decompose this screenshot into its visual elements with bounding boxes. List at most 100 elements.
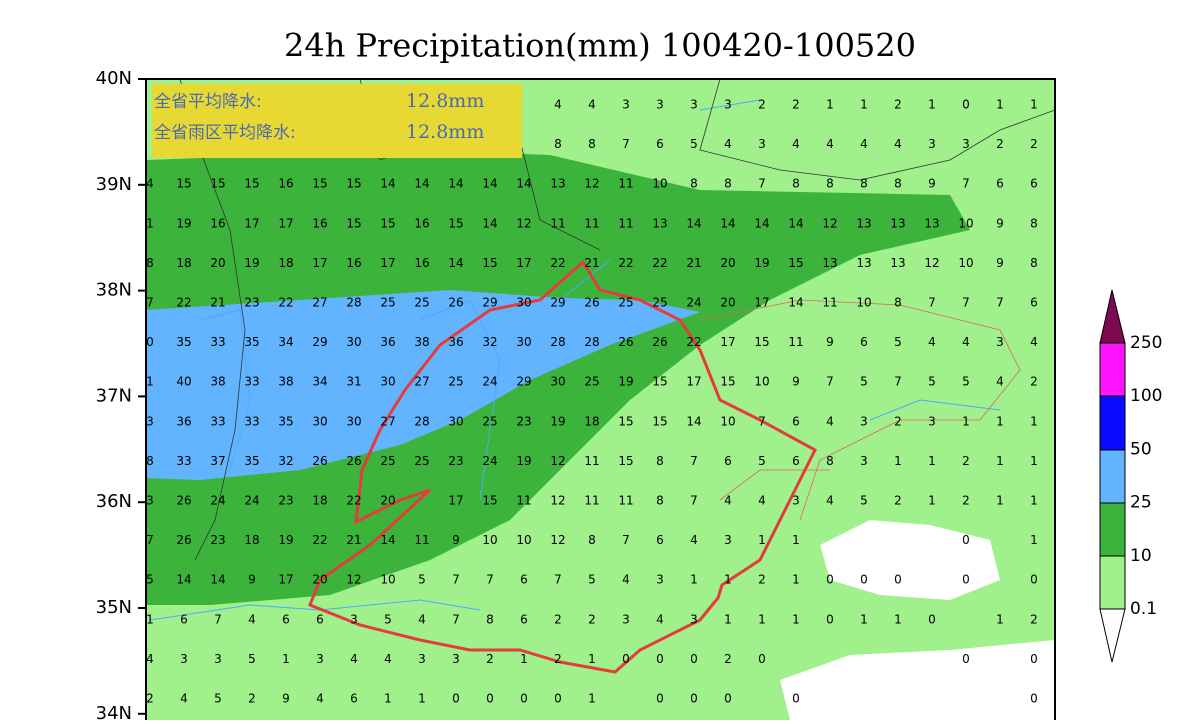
grid-value: 1 [1030, 533, 1038, 547]
grid-value: 23 [516, 414, 531, 428]
grid-value: 18 [176, 256, 191, 270]
grid-value: 17 [754, 296, 769, 310]
grid-value: 1 [724, 573, 732, 587]
grid-value: 2 [724, 652, 732, 666]
legend-label: 25 [1130, 493, 1152, 513]
grid-value: 8 [792, 177, 800, 191]
grid-value: 1 [282, 652, 290, 666]
grid-value: 30 [516, 296, 531, 310]
lat-label: 37N [96, 385, 132, 406]
grid-value: 1 [724, 612, 732, 626]
grid-value: 6 [656, 137, 664, 151]
grid-value: 1 [146, 216, 154, 230]
grid-value: 8 [724, 177, 732, 191]
grid-value: 36 [176, 414, 191, 428]
grid-value: 22 [176, 296, 191, 310]
grid-value: 11 [618, 216, 633, 230]
grid-value: 23 [244, 296, 259, 310]
grid-value: 26 [176, 533, 191, 547]
grid-value: 26 [176, 494, 191, 508]
grid-value: 22 [346, 494, 361, 508]
grid-value: 35 [244, 335, 259, 349]
legend-swatch [1099, 502, 1126, 557]
grid-value: 30 [312, 414, 327, 428]
grid-value: 8 [1030, 256, 1038, 270]
grid-value: 2 [962, 454, 970, 468]
grid-value: 5 [146, 573, 154, 587]
grid-value: 6 [316, 612, 324, 626]
grid-value: 38 [210, 375, 225, 389]
grid-value: 6 [520, 573, 528, 587]
grid-value: 6 [282, 612, 290, 626]
grid-value: 3 [622, 98, 630, 112]
grid-value: 8 [146, 256, 154, 270]
grid-value: 1 [1030, 414, 1038, 428]
grid-value: 40 [176, 375, 191, 389]
grid-value: 13 [856, 256, 871, 270]
grid-value: 1 [860, 612, 868, 626]
grid-value: 4 [588, 98, 596, 112]
grid-value: 2 [588, 612, 596, 626]
grid-value: 24 [482, 375, 497, 389]
grid-value: 3 [928, 137, 936, 151]
grid-value: 2 [554, 612, 562, 626]
grid-value: 15 [618, 414, 633, 428]
grid-value: 38 [414, 335, 429, 349]
grid-value: 7 [690, 494, 698, 508]
legend-label: 10 [1130, 546, 1152, 566]
grid-value: 29 [516, 375, 531, 389]
grid-value: 6 [656, 533, 664, 547]
grid-value: 6 [860, 335, 868, 349]
grid-value: 8 [826, 454, 834, 468]
grid-value: 3 [928, 414, 936, 428]
grid-value: 3 [724, 98, 732, 112]
grid-value: 25 [618, 296, 633, 310]
grid-value: 3 [418, 652, 426, 666]
grid-value: 17 [278, 216, 293, 230]
grid-value: 8 [486, 612, 494, 626]
grid-value: 1 [826, 98, 834, 112]
legend: 0.1 10 25 50 100 250 [1099, 289, 1162, 663]
grid-value: 14 [380, 533, 395, 547]
grid-value: 5 [214, 692, 222, 706]
grid-value: 9 [282, 692, 290, 706]
grid-value: 0 [1030, 652, 1038, 666]
grid-value: 33 [210, 414, 225, 428]
grid-value: 1 [996, 612, 1004, 626]
grid-value: 8 [588, 533, 596, 547]
grid-value: 5 [758, 454, 766, 468]
grid-value: 1 [520, 652, 528, 666]
grid-value: 0 [860, 573, 868, 587]
grid-value: 13 [652, 216, 667, 230]
grid-value: 4 [384, 652, 392, 666]
grid-value: 1 [146, 375, 154, 389]
grid-value: 16 [210, 216, 225, 230]
grid-value: 11 [618, 177, 633, 191]
grid-value: 3 [724, 533, 732, 547]
precip-field: 4 4 3 3 3 3 2 2 1 1 2 1 0 1 18 8 7 6 5 4 3 4 4 4 4 3 3 2 24 15 15 15 16 1… [146, 79, 1055, 720]
grid-value: 15 [346, 177, 361, 191]
lat-label: 39N [96, 174, 132, 195]
grid-value: 13 [856, 216, 871, 230]
grid-value: 3 [146, 494, 154, 508]
grid-value: 1 [996, 414, 1004, 428]
grid-value: 1 [996, 454, 1004, 468]
grid-value: 30 [346, 414, 361, 428]
province-border [308, 259, 817, 674]
grid-value: 4 [622, 573, 630, 587]
grid-value: 7 [146, 533, 154, 547]
grid-value: 11 [516, 494, 531, 508]
grid-value: 27 [312, 296, 327, 310]
grid-value: 4 [554, 98, 562, 112]
grid-value: 4 [690, 533, 698, 547]
grid-value: 10 [754, 375, 769, 389]
grid-value: 13 [890, 256, 905, 270]
grid-value: 29 [550, 296, 565, 310]
grid-value: 17 [244, 216, 259, 230]
grid-value: 4 [316, 692, 324, 706]
grid-value: 5 [860, 375, 868, 389]
grid-value: 1 [894, 612, 902, 626]
grid-value: 4 [248, 612, 256, 626]
grid-value: 24 [210, 494, 225, 508]
